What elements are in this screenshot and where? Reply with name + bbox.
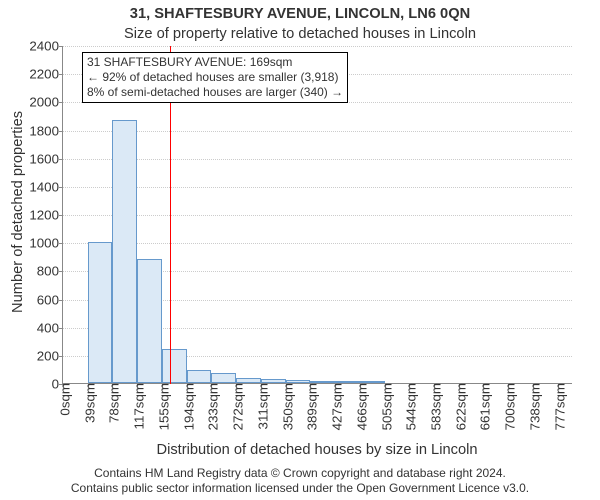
x-tick-label: 233sqm — [202, 383, 221, 430]
x-tick-label: 544sqm — [400, 383, 419, 430]
y-tick-label: 200 — [37, 348, 63, 363]
y-axis-label: Number of detached properties — [10, 113, 26, 313]
y-tick-label: 2400 — [29, 39, 63, 54]
x-tick-label: 622sqm — [449, 383, 468, 430]
chart-plot-area: 0200400600800100012001400160018002000220… — [62, 46, 572, 384]
chart-subtitle: Size of property relative to detached ho… — [0, 26, 600, 44]
y-gridline — [63, 243, 572, 244]
x-tick-label: 350sqm — [276, 383, 295, 430]
x-tick-label: 466sqm — [350, 383, 369, 430]
x-tick-label: 661sqm — [474, 383, 493, 430]
histogram-bar — [137, 259, 162, 383]
y-gridline — [63, 46, 572, 47]
histogram-bar — [211, 373, 236, 383]
histogram-bar — [88, 242, 113, 383]
footer-attribution: Contains HM Land Registry data © Crown c… — [0, 466, 600, 496]
x-tick-label: 78sqm — [103, 383, 122, 423]
footer-line-2: Contains public sector information licen… — [0, 481, 600, 496]
y-tick-label: 1600 — [29, 151, 63, 166]
x-tick-label: 583sqm — [425, 383, 444, 430]
y-tick-label: 600 — [37, 292, 63, 307]
y-tick-label: 1000 — [29, 236, 63, 251]
x-tick-label: 700sqm — [499, 383, 518, 430]
annotation-line-3: 8% of semi-detached houses are larger (3… — [87, 85, 343, 100]
y-tick-label: 2000 — [29, 95, 63, 110]
x-tick-label: 311sqm — [251, 383, 270, 429]
x-tick-label: 777sqm — [548, 383, 567, 430]
x-tick-label: 738sqm — [523, 383, 542, 430]
x-tick-label: 194sqm — [177, 383, 196, 430]
chart-container: { "title": "31, SHAFTESBURY AVENUE, LINC… — [0, 0, 600, 500]
y-gridline — [63, 187, 572, 188]
x-tick-label: 0sqm — [54, 383, 73, 416]
y-gridline — [63, 215, 572, 216]
x-axis-label: Distribution of detached houses by size … — [62, 442, 572, 458]
y-tick-label: 1400 — [29, 179, 63, 194]
histogram-bar — [162, 349, 187, 383]
histogram-bar — [187, 370, 212, 383]
y-tick-label: 1800 — [29, 123, 63, 138]
y-tick-label: 2200 — [29, 67, 63, 82]
annotation-box: 31 SHAFTESBURY AVENUE: 169sqm ← 92% of d… — [82, 52, 348, 103]
x-tick-label: 427sqm — [326, 383, 345, 430]
chart-title: 31, SHAFTESBURY AVENUE, LINCOLN, LN6 0QN — [0, 0, 600, 24]
x-tick-label: 272sqm — [227, 383, 246, 430]
footer-line-1: Contains HM Land Registry data © Crown c… — [0, 466, 600, 481]
y-tick-label: 800 — [37, 264, 63, 279]
x-tick-label: 39sqm — [78, 383, 97, 423]
x-tick-label: 389sqm — [301, 383, 320, 430]
annotation-line-2: ← 92% of detached houses are smaller (3,… — [87, 70, 343, 85]
x-tick-label: 117sqm — [128, 383, 147, 429]
y-tick-label: 400 — [37, 320, 63, 335]
annotation-line-1: 31 SHAFTESBURY AVENUE: 169sqm — [87, 55, 343, 70]
y-gridline — [63, 159, 572, 160]
y-tick-label: 1200 — [29, 208, 63, 223]
histogram-bar — [112, 120, 137, 383]
y-gridline — [63, 131, 572, 132]
x-tick-label: 155sqm — [152, 383, 171, 430]
x-tick-label: 505sqm — [375, 383, 394, 430]
